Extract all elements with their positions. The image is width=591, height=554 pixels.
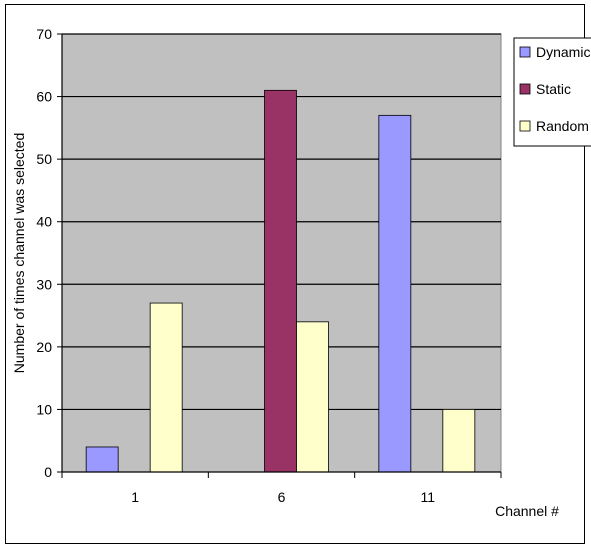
legend-label-dynamic: Dynamic — [536, 44, 590, 60]
bars — [85, 89, 476, 473]
bar-random-11 — [442, 409, 476, 473]
bar-dynamic-11 — [378, 114, 412, 473]
y-tick-label: 70 — [36, 26, 52, 42]
legend-swatch-random — [519, 120, 531, 132]
axes: 0 10 20 30 40 50 60 70 1 6 11 — [36, 26, 502, 505]
legend-label-static: Static — [536, 81, 571, 97]
y-tick-label: 30 — [36, 276, 52, 292]
y-tick-label: 10 — [36, 401, 52, 417]
bar-static-6 — [264, 89, 297, 473]
y-tick-label: 0 — [44, 464, 52, 480]
x-tick-label: 1 — [131, 489, 139, 505]
y-tick-label: 40 — [36, 214, 52, 230]
bar-dynamic-1 — [85, 446, 119, 473]
legend-swatch-dynamic — [519, 46, 531, 58]
y-tick-label: 20 — [36, 339, 52, 355]
legend-label-random: Random — [536, 118, 589, 134]
y-tick-label: 60 — [36, 89, 52, 105]
y-axis-title: Number of times channel was selected — [11, 133, 27, 373]
legend-items: Dynamic Static Random — [519, 44, 590, 134]
x-tick-label: 6 — [278, 489, 286, 505]
x-axis-title: Channel # — [495, 503, 559, 519]
y-tick-label: 50 — [36, 151, 52, 167]
bar-random-6 — [296, 321, 329, 473]
legend-swatch-static — [519, 83, 531, 95]
bar-random-1 — [149, 302, 183, 473]
legend: Dynamic Static Random — [513, 37, 591, 147]
x-tick-label: 11 — [421, 489, 436, 505]
